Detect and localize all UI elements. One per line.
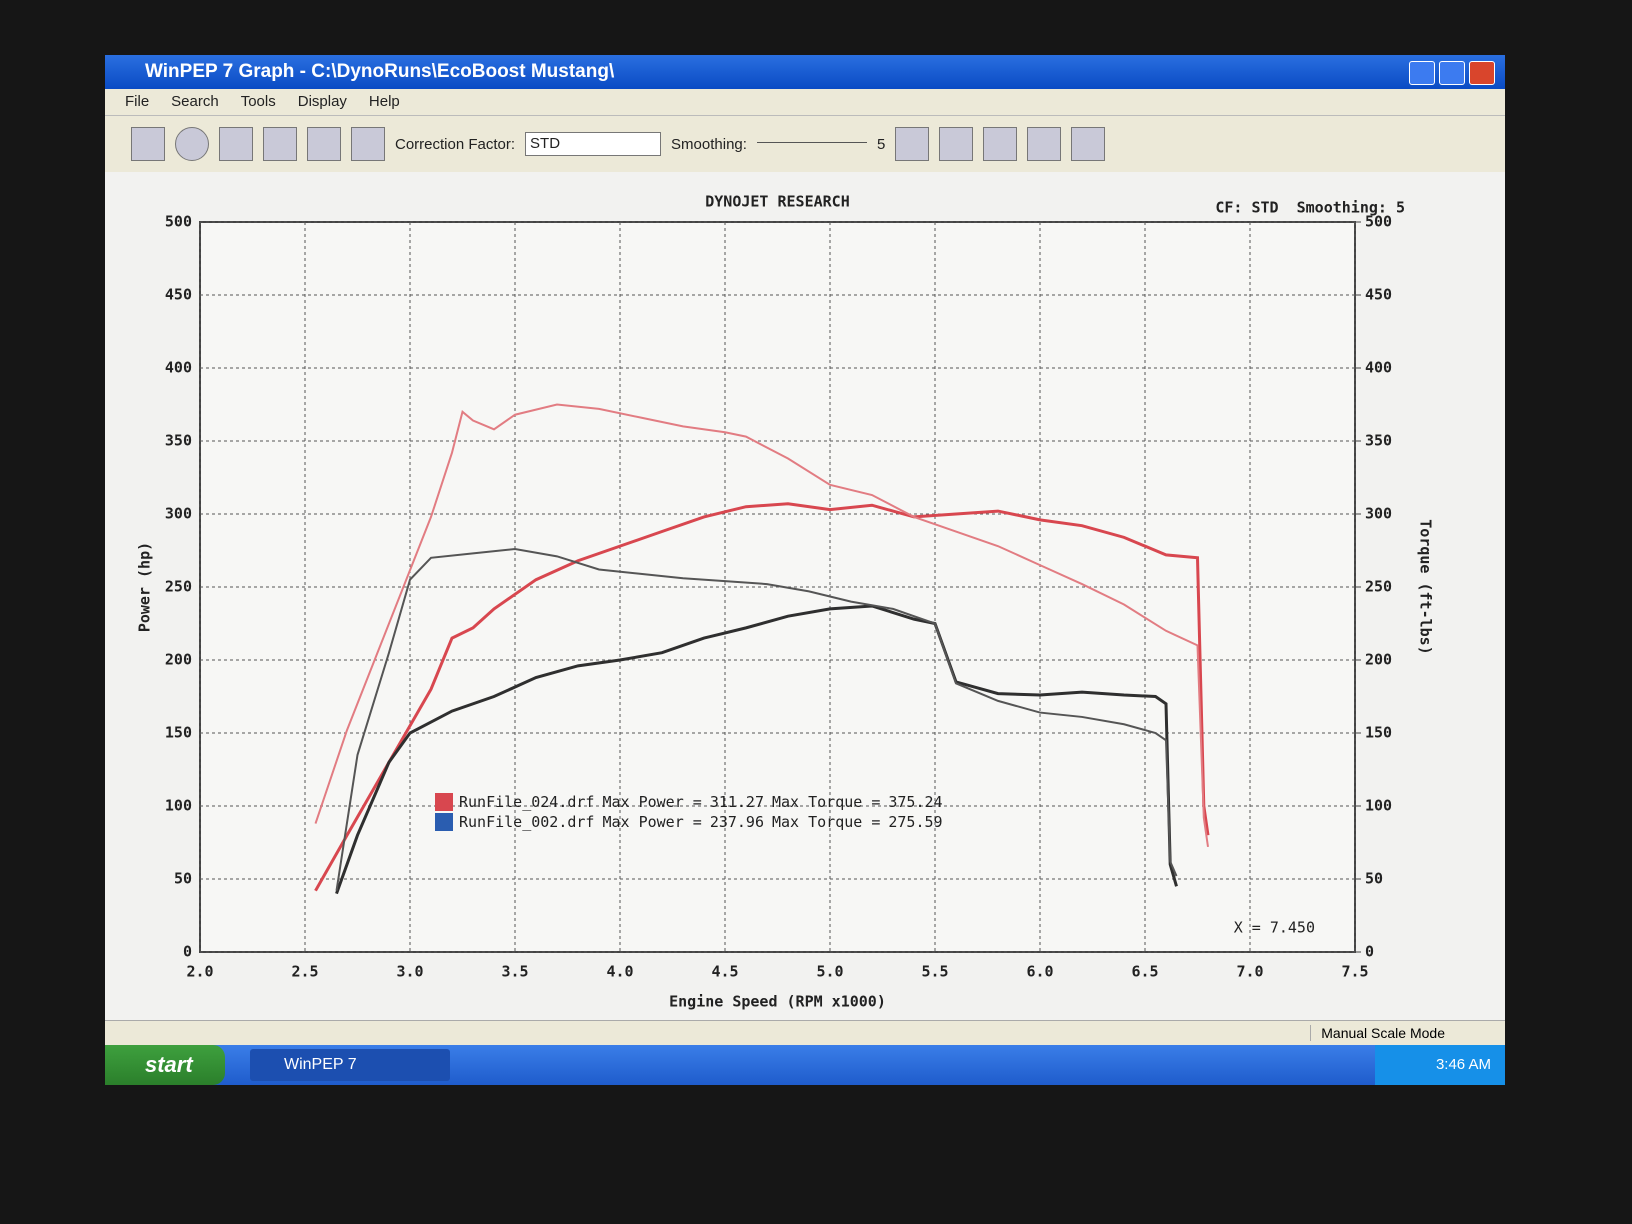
legend-entry: RunFile_002.drf Max Power = 237.96 Max Torq… (459, 813, 943, 831)
pan-button[interactable] (983, 127, 1018, 161)
menu-bar: File Search Tools Display Help (105, 89, 1505, 115)
y2-tick-label: 450 (1365, 286, 1392, 304)
y2-tick-label: 300 (1365, 505, 1392, 523)
correction-label: Correction Factor: (395, 135, 516, 153)
x-tick-label: 3.0 (396, 963, 423, 981)
legend-entry: RunFile_024.drf Max Power = 311.27 Max Torq… (459, 793, 943, 811)
y-tick-label: 400 (165, 359, 192, 377)
menu-item[interactable]: Search (171, 93, 219, 110)
legend-max-power: 237.96 (710, 813, 764, 831)
x-tick-label: 5.0 (816, 963, 843, 981)
table-button[interactable] (131, 127, 165, 161)
y-tick-label: 200 (165, 651, 192, 669)
x-tick-label: 5.5 (921, 963, 948, 981)
x-tick-label: 3.5 (501, 963, 528, 981)
data-line (335, 604, 1178, 895)
legend-max-torque: 375.24 (888, 793, 942, 811)
toolbar: Correction Factor: STD Smoothing: 5 (105, 115, 1505, 173)
chart: 2.0 2.5 3.0 3.5 4.0 4.5 5.0 5.5 6.0 6.5 7.0 7.5 0 50 1… (136, 193, 1435, 1011)
x-tick-label: 6.0 (1026, 963, 1053, 981)
y-tick-label: 450 (165, 286, 192, 304)
graph-button[interactable] (263, 127, 297, 161)
legend-file: RunFile_024.drf (459, 793, 594, 811)
clear-button[interactable] (895, 127, 930, 161)
y-tick-label: 100 (165, 797, 192, 815)
y2-tick-label: 350 (1365, 432, 1392, 450)
y2-tick-label: 250 (1365, 578, 1392, 596)
y-tick-label: 150 (165, 724, 192, 742)
legend-power-label: Max Power = (602, 813, 701, 831)
x-axis-label: Engine Speed (RPM x1000) (669, 993, 886, 1011)
chart-title: DYNOJET RESEARCH (705, 193, 850, 211)
y2-tick-label: 400 (1365, 359, 1392, 377)
data-line (314, 403, 1209, 848)
status-bar: Manual Scale Mode (105, 1020, 1505, 1046)
graph-area: 2.0 2.5 3.0 3.5 4.0 4.5 5.0 5.5 6.0 6.5 7.0 7.5 0 50 1… (105, 172, 1505, 1020)
menu-item[interactable]: File (125, 93, 150, 110)
x-tick-label: 4.5 (711, 963, 738, 981)
y-tick-label: 0 (183, 943, 192, 961)
smoothing-label: Smoothing: (671, 135, 747, 153)
correction-select[interactable]: STD (525, 132, 662, 156)
menu-item[interactable]: Display (297, 93, 347, 110)
legend-file: RunFile_002.drf (459, 813, 594, 831)
y2-tick-label: 50 (1365, 870, 1383, 888)
screen: WinPEP 7 Graph - C:\DynoRuns\EcoBoost Mu… (105, 55, 1505, 1085)
legend-swatch (435, 813, 453, 831)
data-line (335, 548, 1178, 891)
clock: 3:46 AM (1375, 1045, 1505, 1085)
y2-axis-label: Torque (ft-lbs) (1417, 519, 1435, 654)
close-button[interactable] (1469, 61, 1495, 85)
x-tick-label: 2.5 (291, 963, 318, 981)
taskbar: start WinPEP 7 3:46 AM (105, 1045, 1505, 1085)
y-axis-label: Power (hp) (136, 542, 154, 632)
y2-tick-label: 100 (1365, 797, 1392, 815)
legend-power-label: Max Power = (602, 793, 701, 811)
zoom-button[interactable] (939, 127, 974, 161)
x-tick-label: 6.5 (1131, 963, 1158, 981)
graph-button[interactable] (219, 127, 253, 161)
y2-tick-label: 0 (1365, 943, 1374, 961)
y-tick-label: 300 (165, 505, 192, 523)
window-title: WinPEP 7 Graph - C:\DynoRuns\EcoBoost Mu… (145, 61, 615, 82)
legend-swatch (435, 793, 453, 811)
y-tick-label: 250 (165, 578, 192, 596)
y2-tick-label: 200 (1365, 651, 1392, 669)
cursor-button[interactable] (1071, 127, 1106, 161)
x-tick-label: 7.0 (1236, 963, 1263, 981)
select-button[interactable] (1027, 127, 1062, 161)
gauge-button[interactable] (175, 127, 209, 161)
menu-item[interactable]: Help (368, 93, 400, 110)
x-tick-label: 2.0 (186, 963, 213, 981)
chart-subtitle: CF: STD Smoothing: 5 (1215, 199, 1405, 217)
y-tick-label: 500 (165, 213, 192, 231)
minimize-button[interactable] (1409, 61, 1435, 85)
menu-item[interactable]: Tools (240, 93, 276, 110)
legend-max-power: 311.27 (710, 793, 764, 811)
graph-button[interactable] (351, 127, 385, 161)
task-button[interactable]: WinPEP 7 (250, 1049, 450, 1081)
y-tick-label: 50 (174, 870, 192, 888)
title-bar: WinPEP 7 Graph - C:\DynoRuns\EcoBoost Mu… (105, 55, 1505, 89)
data-line (314, 502, 1210, 892)
graph-button[interactable] (307, 127, 341, 161)
legend-torque-label: Max Torque = (772, 813, 880, 831)
annotation: X = 7.450 (1234, 919, 1315, 937)
x-tick-label: 7.5 (1341, 963, 1368, 981)
y2-tick-label: 150 (1365, 724, 1392, 742)
y-tick-label: 350 (165, 432, 192, 450)
x-tick-label: 4.0 (606, 963, 633, 981)
smoothing-slider[interactable] (756, 141, 867, 147)
start-button[interactable]: start (105, 1045, 225, 1085)
legend-max-torque: 275.59 (888, 813, 942, 831)
y2-tick-label: 500 (1365, 213, 1392, 231)
smoothing-value: 5 (876, 135, 886, 153)
legend-torque-label: Max Torque = (772, 793, 880, 811)
status-text: Manual Scale Mode (1310, 1025, 1445, 1041)
maximize-button[interactable] (1439, 61, 1465, 85)
